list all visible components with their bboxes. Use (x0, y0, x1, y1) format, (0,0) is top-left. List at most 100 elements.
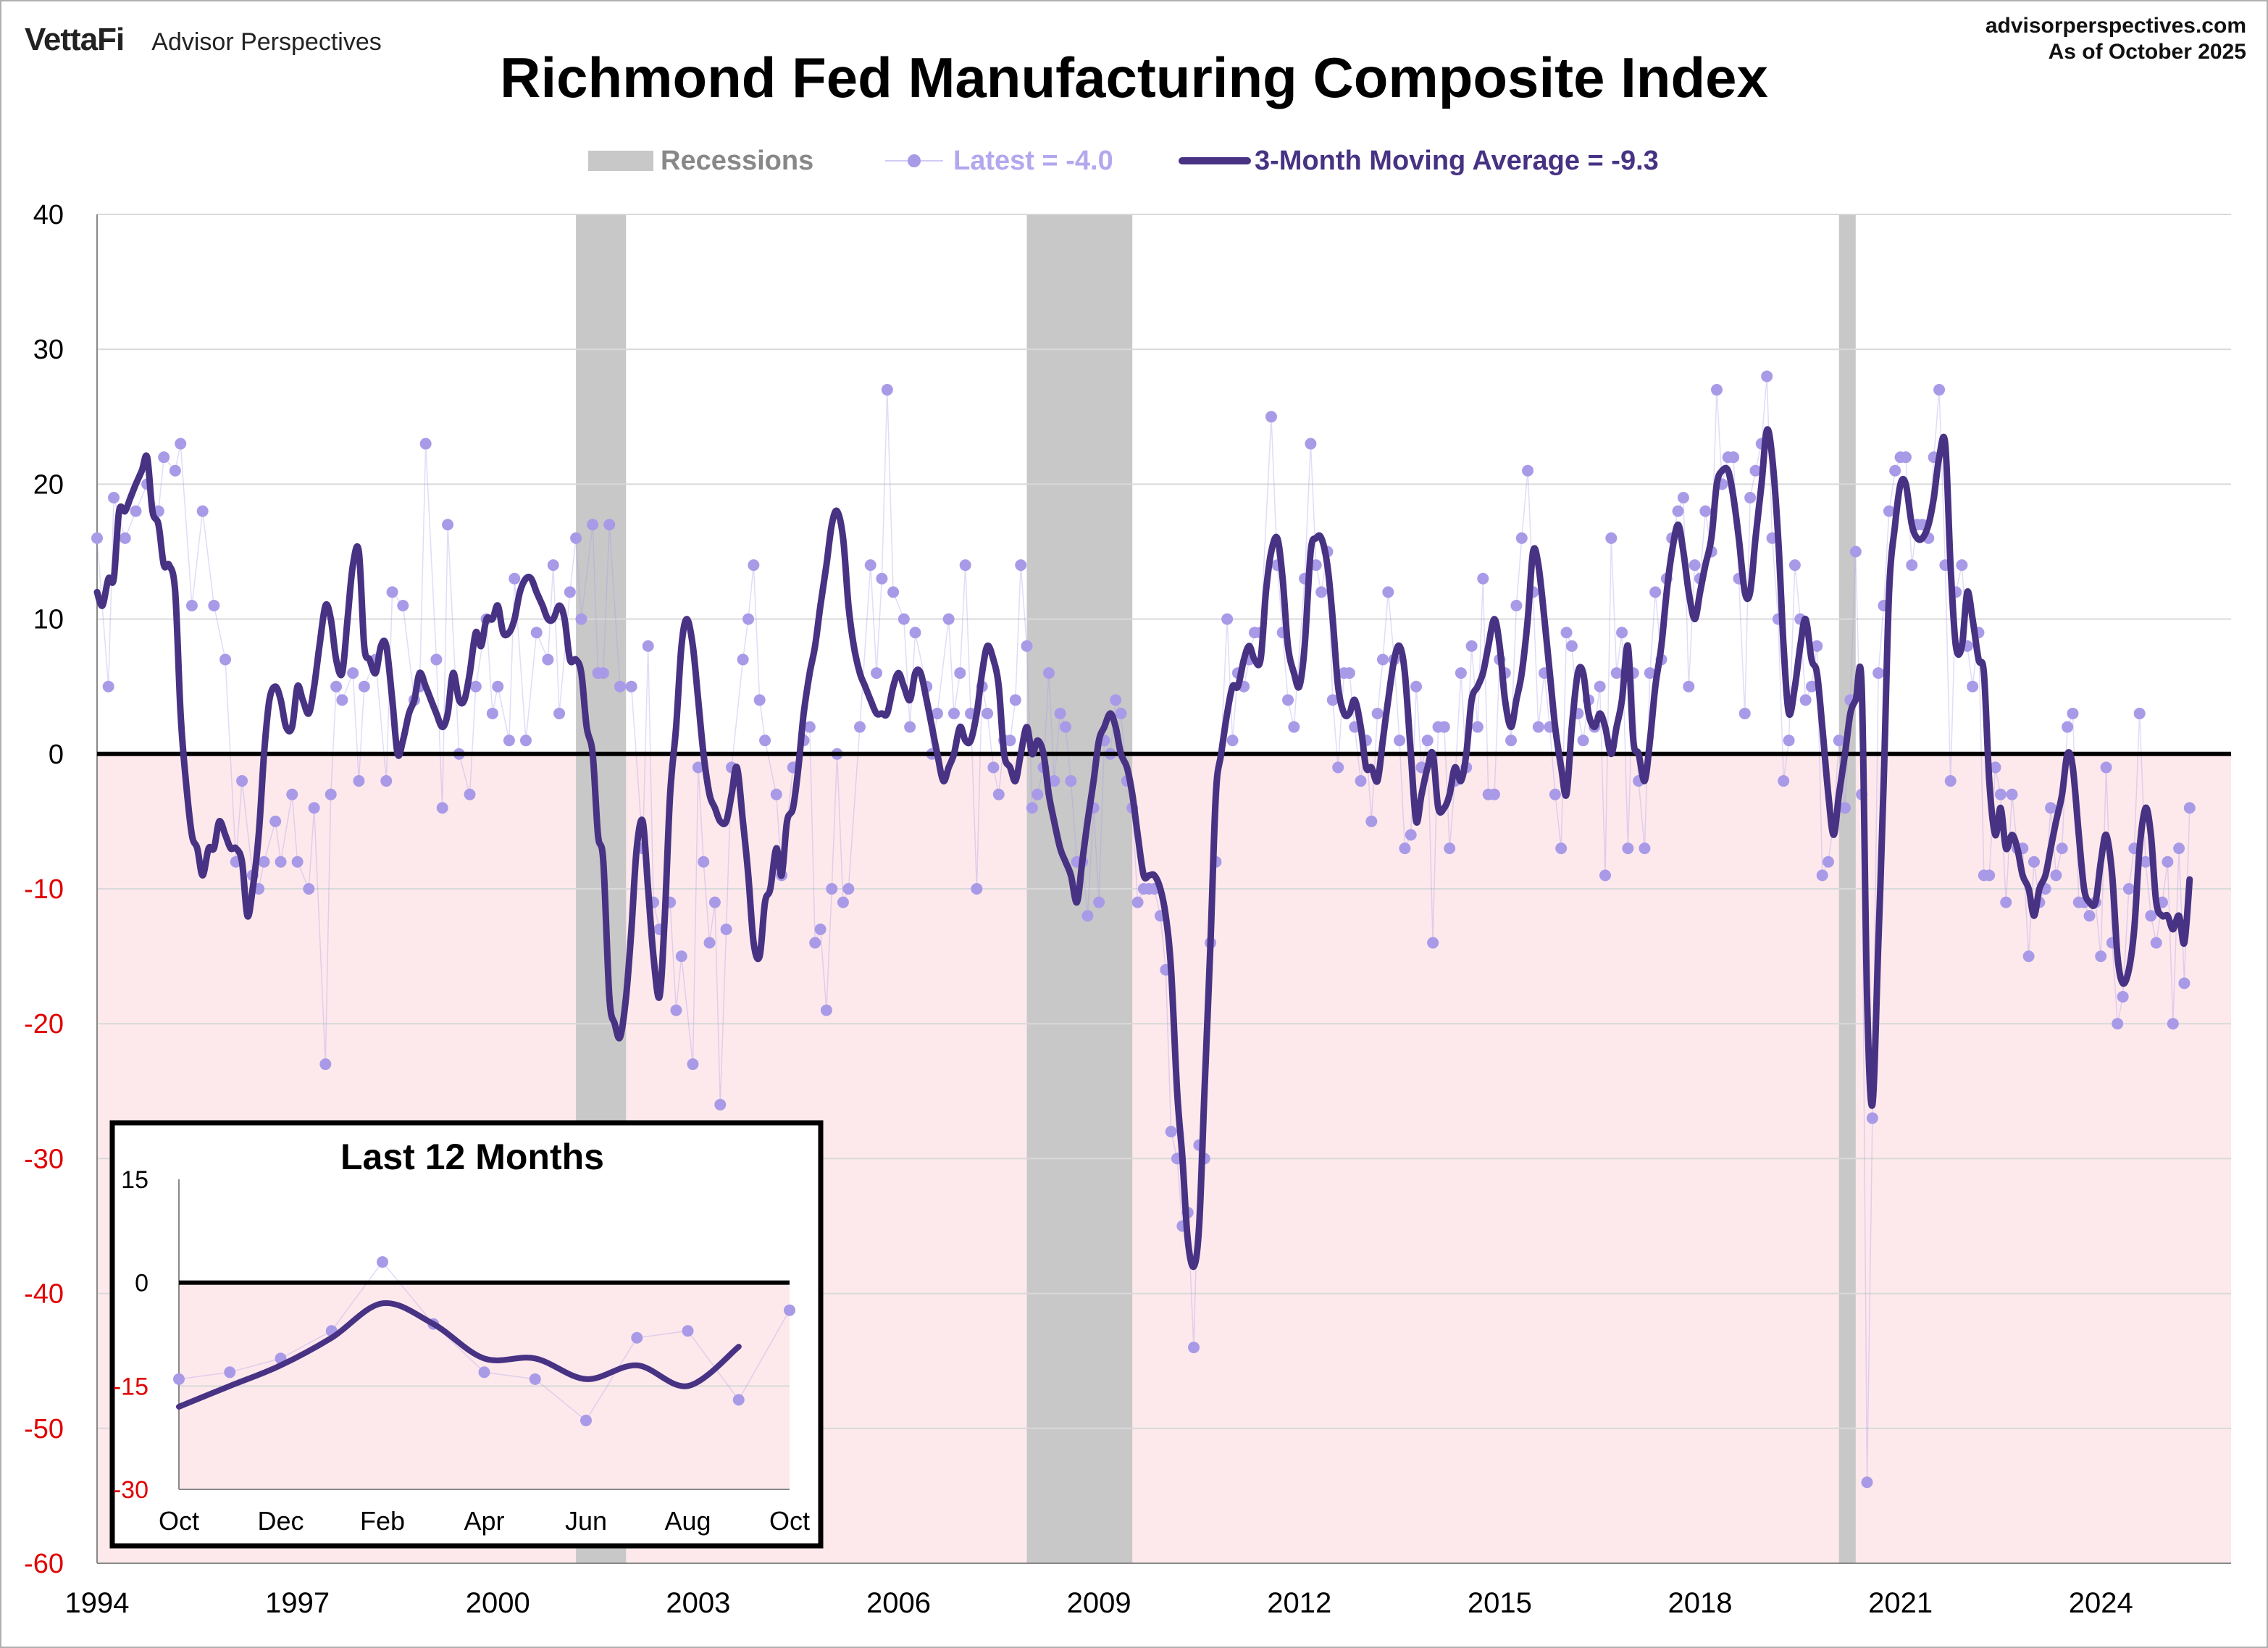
data-point (430, 653, 443, 666)
data-point (1822, 856, 1834, 868)
data-point (469, 680, 482, 693)
data-point (1616, 627, 1628, 639)
y-tick-label: -50 (24, 1414, 64, 1444)
data-point (503, 735, 515, 747)
data-point (1188, 1342, 1200, 1354)
data-point (2083, 910, 2096, 922)
data-point (1059, 721, 1071, 733)
x-tick-label: 2003 (666, 1587, 730, 1619)
data-point (1683, 680, 1695, 693)
data-point (336, 694, 348, 706)
data-point (380, 775, 393, 787)
data-point (1906, 559, 1918, 572)
data-point (1477, 572, 1489, 585)
data-point (1410, 680, 1423, 693)
data-point (130, 505, 142, 517)
inset-chart: Last 12 Months 15 0 -15 -30 Oct Dec Feb Apr Jun Au… (109, 1120, 824, 1549)
inset-data-point (732, 1394, 745, 1406)
x-tick-label: 2009 (1067, 1587, 1131, 1619)
data-point (871, 667, 883, 679)
data-point (308, 802, 320, 814)
data-point (809, 937, 821, 949)
data-point (1465, 640, 1478, 652)
moving-average-line (93, 426, 2193, 1271)
data-point (1093, 896, 1105, 908)
data-point (2183, 802, 2196, 814)
data-point (2167, 1018, 2179, 1030)
y-tick-label: -30 (24, 1144, 64, 1174)
data-point (1265, 411, 1277, 423)
data-point (158, 451, 170, 464)
data-point (1042, 667, 1055, 679)
legend: Recessions Latest = -4.0 3-Month Moving Av… (588, 146, 1659, 176)
data-point (1560, 627, 1573, 639)
data-point (397, 599, 409, 611)
data-point (982, 707, 994, 719)
inset-data-point (377, 1256, 388, 1268)
inset-data-point (784, 1304, 795, 1316)
data-point (564, 586, 576, 598)
data-point (1310, 559, 1322, 572)
inset-y-tick-label: 15 (121, 1166, 148, 1194)
data-point (1505, 735, 1518, 747)
data-point (1933, 384, 1946, 396)
data-point (1326, 694, 1339, 706)
data-point (1288, 721, 1300, 733)
data-point (185, 599, 198, 611)
data-point (1382, 586, 1394, 598)
data-point (1165, 1126, 1177, 1138)
data-point (1549, 788, 1561, 800)
data-point (2112, 1018, 2124, 1030)
data-point (1783, 735, 1795, 747)
data-point (486, 707, 498, 719)
data-point (1839, 802, 1851, 814)
data-point (2145, 910, 2157, 922)
data-point (547, 559, 559, 572)
data-point (692, 761, 704, 774)
data-point (1699, 505, 1712, 517)
x-tick-label: 2018 (1667, 1587, 1732, 1619)
x-tick-label: 1994 (65, 1587, 130, 1619)
y-tick-label: -10 (24, 874, 64, 905)
y-tick-label: -40 (24, 1279, 64, 1310)
data-point (864, 559, 876, 572)
x-tick-label: 2006 (866, 1587, 931, 1619)
data-point (698, 856, 710, 868)
data-point (1371, 707, 1384, 719)
legend-recession-swatch (588, 151, 653, 171)
data-point (2045, 802, 2057, 814)
data-point (881, 384, 893, 396)
data-point (1639, 842, 1651, 855)
x-tick-label: 2015 (1468, 1587, 1532, 1619)
inset-data-point (631, 1331, 643, 1344)
data-point (708, 896, 721, 908)
inset-x-tick-label: Apr (464, 1506, 504, 1536)
data-point (1811, 640, 1823, 652)
data-point (1983, 869, 1996, 882)
data-point (1711, 384, 1723, 396)
data-point (1599, 869, 1612, 882)
as-of-date: As of October 2025 (2048, 40, 2246, 64)
data-point (1672, 505, 1684, 517)
data-point (1015, 559, 1027, 572)
data-point (1065, 775, 1077, 787)
data-point (1376, 653, 1389, 666)
inset-data-point (224, 1366, 236, 1379)
data-point (1849, 545, 1862, 558)
y-tick-label: -20 (24, 1009, 64, 1040)
legend-recessions-label: Recessions (661, 146, 813, 176)
data-point (876, 572, 888, 585)
inset-x-tick-label: Dec (257, 1506, 304, 1536)
y-tick-label: 40 (33, 200, 64, 230)
data-point (748, 559, 760, 572)
data-point (108, 492, 120, 504)
data-point (1510, 599, 1523, 611)
x-tick-label: 2021 (1868, 1587, 1933, 1619)
data-point (1343, 667, 1355, 679)
data-point (1565, 640, 1578, 652)
data-point (909, 627, 921, 639)
data-point (1444, 842, 1456, 855)
data-point (948, 707, 961, 719)
data-point (2000, 896, 2012, 908)
